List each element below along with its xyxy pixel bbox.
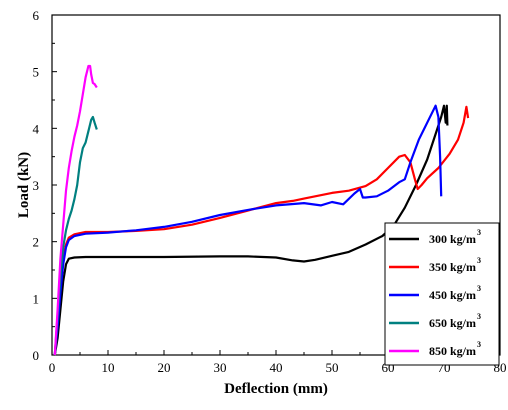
x-tick-label: 30: [214, 360, 227, 375]
series-line-1: [53, 104, 449, 356]
x-tick-label: 0: [49, 360, 56, 375]
legend-label: 450 kg/m: [429, 288, 476, 302]
legend-label: 350 kg/m: [429, 260, 476, 274]
legend-label: 850 kg/m: [429, 344, 476, 358]
series-line-5: [53, 64, 98, 356]
legend-label-superscript: 3: [477, 256, 481, 265]
y-tick-label: 3: [33, 178, 40, 193]
x-tick-label: 10: [102, 360, 115, 375]
series-line-3: [53, 104, 443, 356]
legend-label: 300 kg/m: [429, 232, 476, 246]
y-axis-title: Load (kN): [16, 152, 32, 218]
series-layer: [53, 64, 470, 356]
legend-label-superscript: 3: [477, 312, 481, 321]
legend-label: 650 kg/m: [429, 316, 476, 330]
y-tick-label: 2: [33, 235, 40, 250]
legend-label-superscript: 3: [477, 228, 481, 237]
series-line-2: [53, 105, 470, 356]
x-axis-title: Deflection (mm): [224, 381, 328, 397]
x-tick-label: 20: [158, 360, 171, 375]
legend-label-superscript: 3: [477, 340, 481, 349]
y-tick-label: 1: [33, 291, 40, 306]
x-tick-label: 50: [326, 360, 339, 375]
series-line-4: [53, 115, 98, 356]
legend-label-superscript: 3: [477, 284, 481, 293]
x-tick-label: 40: [270, 360, 283, 375]
y-tick-label: 4: [33, 121, 40, 136]
y-tick-label: 5: [33, 65, 40, 80]
y-tick-label: 6: [33, 8, 40, 23]
y-tick-label: 0: [33, 348, 40, 363]
